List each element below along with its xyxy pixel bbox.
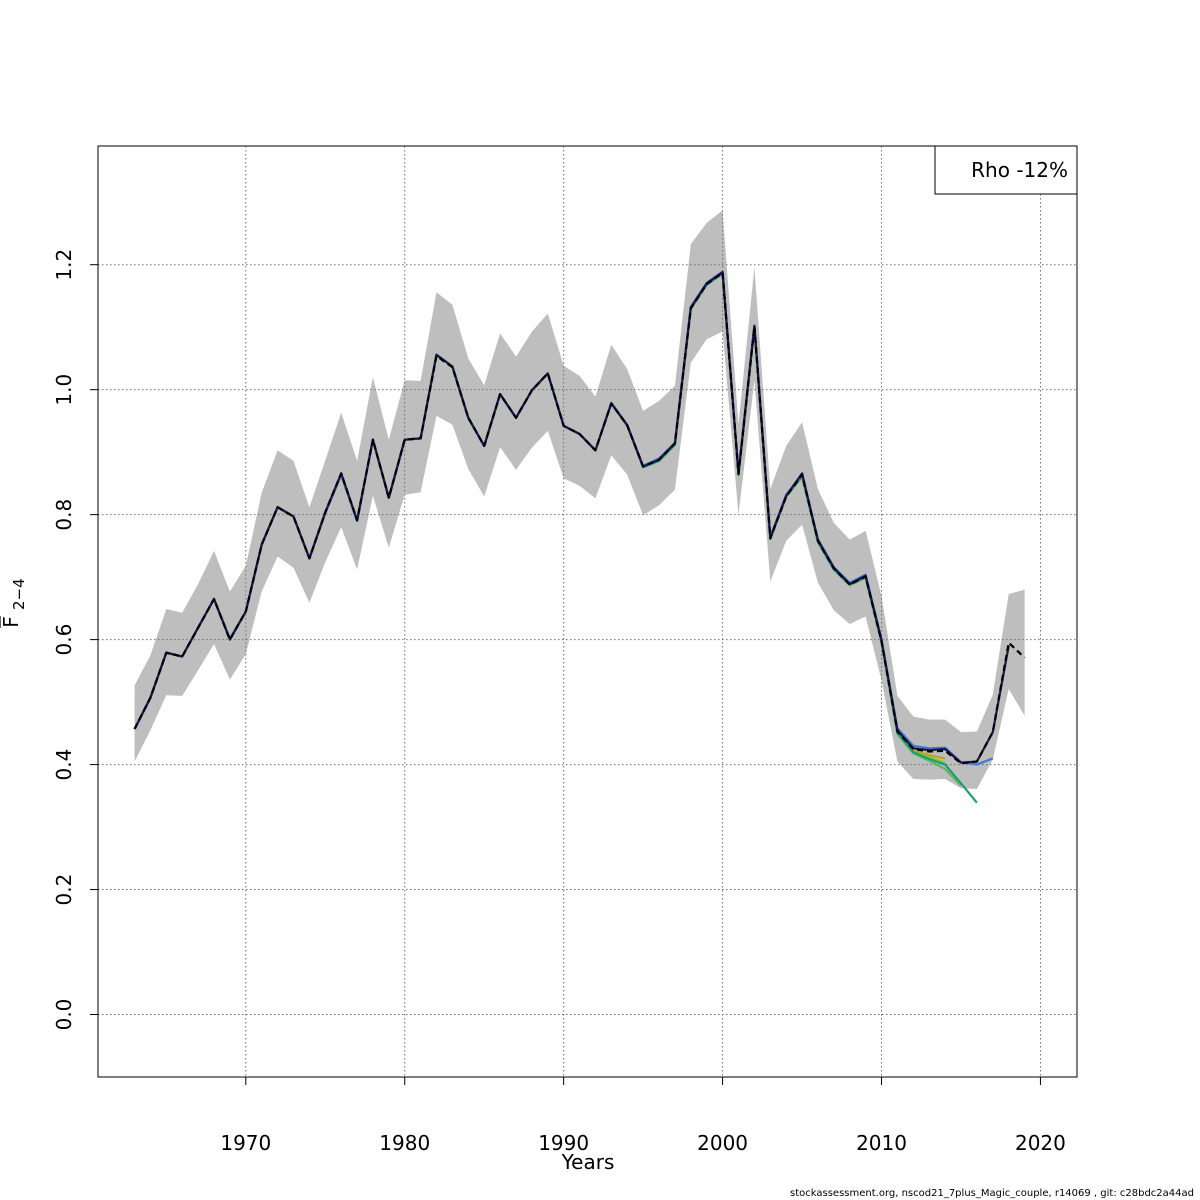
x-tick-label: 1970 xyxy=(220,1131,271,1155)
x-tick-label: 2020 xyxy=(1015,1131,1066,1155)
y-tick-label: 0.2 xyxy=(52,874,76,906)
legend-rho-text: Rho -12% xyxy=(971,158,1068,182)
series-line-1 xyxy=(133,271,1026,765)
x-axis: 1970 1980 1990 2000 2010 2020 xyxy=(220,1076,1066,1155)
x-tick-label: 1990 xyxy=(538,1131,589,1155)
x-tick-label: 2010 xyxy=(856,1131,907,1155)
y-tick-label: 1.2 xyxy=(52,249,76,281)
y-tick-label: 0.0 xyxy=(52,999,76,1031)
footer-credit: stockassessment.org, nscod21_7plus_Magic… xyxy=(790,1188,1194,1199)
y-tick-label: 0.4 xyxy=(52,749,76,781)
plot-area xyxy=(98,146,1077,1077)
x-tick-label: 2000 xyxy=(697,1131,748,1155)
y-tick-label: 0.8 xyxy=(52,499,76,531)
y-axis-title-main: F xyxy=(0,616,23,628)
y-tick-label: 1.0 xyxy=(52,374,76,406)
y-tick-label: 0.6 xyxy=(52,624,76,656)
confidence-band xyxy=(134,210,1025,789)
legend: Rho -12% xyxy=(934,145,1078,195)
x-axis-title: Years xyxy=(561,1150,615,1174)
y-axis-title-subscript: 2−4 xyxy=(10,578,28,610)
legend-box xyxy=(934,145,1078,195)
x-tick-label: 1980 xyxy=(379,1131,430,1155)
y-axis: 0.0 0.2 0.4 0.6 0.8 1.0 1.2 xyxy=(52,249,99,1031)
y-axis-title: F 2−4 xyxy=(0,578,28,628)
